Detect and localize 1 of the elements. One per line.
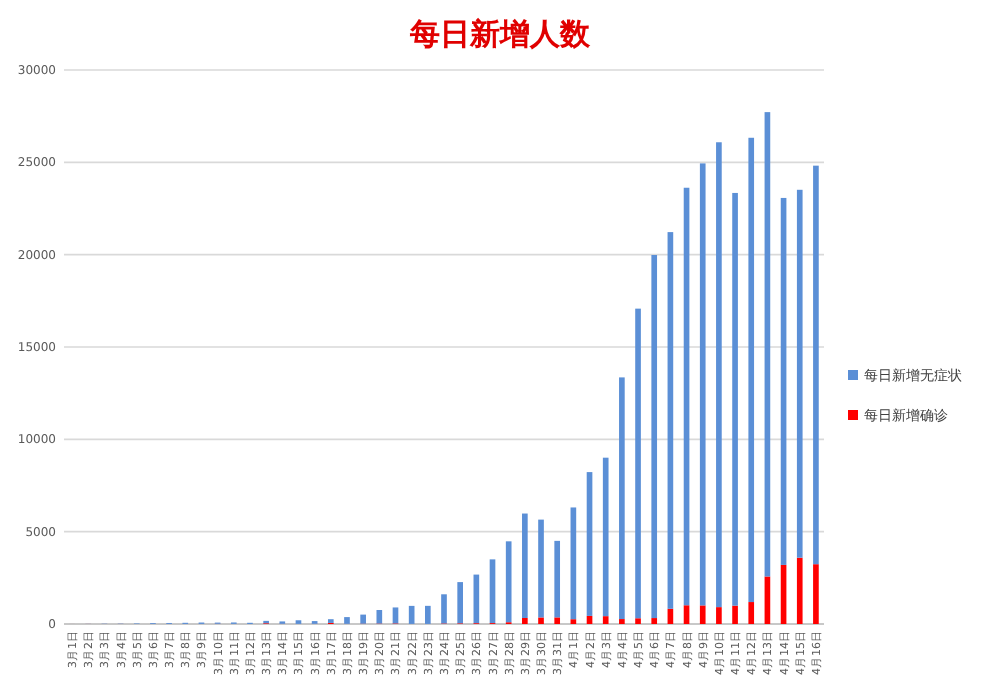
chart-title: 每日新增人数	[408, 16, 592, 52]
